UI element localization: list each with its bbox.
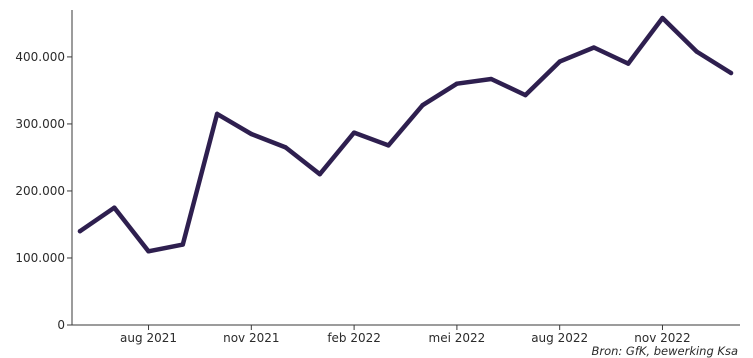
series-layer xyxy=(77,15,734,254)
y-tick-label: 100.000 xyxy=(15,251,65,265)
y-axis: 0 100.000 200.000 300.000 400.000 xyxy=(15,10,73,332)
x-tick-label: aug 2022 xyxy=(531,331,588,345)
y-tick-label: 400.000 xyxy=(15,50,65,64)
data-point xyxy=(591,45,597,50)
x-tick-label: aug 2021 xyxy=(120,331,177,345)
x-tick-label: mei 2022 xyxy=(429,331,486,345)
data-point xyxy=(249,131,254,137)
data-point xyxy=(523,92,528,98)
data-point xyxy=(694,49,699,54)
data-point xyxy=(420,102,425,108)
x-tick-label: nov 2021 xyxy=(223,331,279,345)
y-tick-label: 0 xyxy=(57,318,65,332)
source-label: Bron: GfK, bewerking Ksa xyxy=(591,344,738,358)
x-axis: aug 2021 nov 2021 feb 2022 mei 2022 aug 2022… xyxy=(72,324,740,345)
data-point xyxy=(454,81,460,86)
x-tick-label: nov 2022 xyxy=(634,331,690,345)
data-point xyxy=(728,70,734,76)
y-tick-label: 200.000 xyxy=(15,184,65,198)
x-tick-label: feb 2022 xyxy=(327,331,381,345)
data-point xyxy=(112,205,117,210)
data-point xyxy=(386,143,391,148)
data-point xyxy=(77,228,83,234)
data-point xyxy=(488,76,494,82)
data-point xyxy=(351,130,357,135)
series-line xyxy=(77,15,734,254)
data-point xyxy=(180,242,185,247)
data-point xyxy=(660,15,665,21)
data-point xyxy=(317,172,323,177)
data-point xyxy=(626,61,631,66)
data-point xyxy=(146,249,151,254)
y-tick-label: 300.000 xyxy=(15,117,65,131)
data-point xyxy=(557,59,562,64)
data-point xyxy=(214,111,220,117)
data-point xyxy=(283,145,288,150)
